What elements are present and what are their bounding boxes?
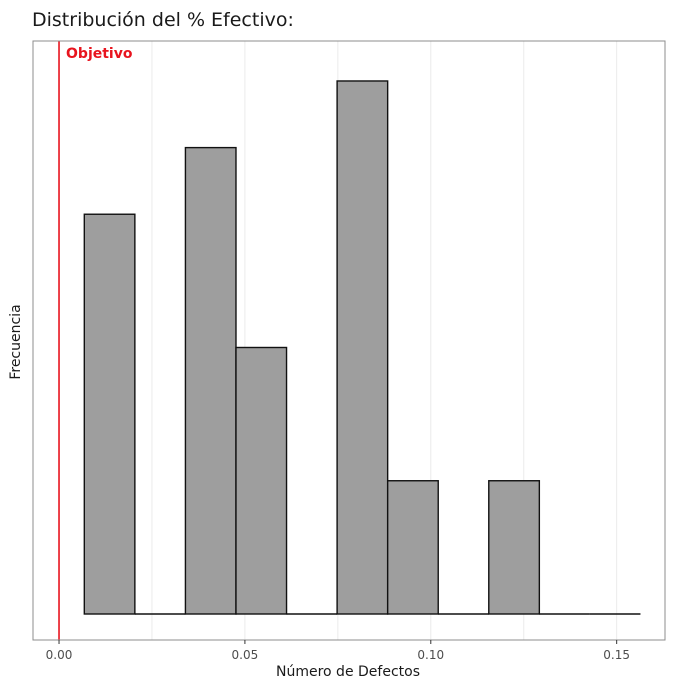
x-tick-label: 0.00 (46, 648, 73, 662)
histogram-bar (235, 346, 288, 615)
histogram-bars (83, 80, 641, 615)
histogram-bar (386, 480, 439, 615)
histogram-bar (184, 146, 237, 615)
histogram-bar (336, 80, 389, 615)
x-axis-label: Número de Defectos (276, 664, 420, 680)
histogram-bar (488, 480, 541, 615)
panel-border (32, 40, 666, 641)
x-tick-label: 0.15 (603, 648, 630, 662)
target-marker: Objetivo (58, 41, 133, 640)
y-axis-label: Frecuencia (8, 304, 24, 380)
target-label: Objetivo (66, 46, 133, 62)
x-tick-label: 0.05 (232, 648, 259, 662)
x-axis-ticks: 0.00 0.05 0.10 0.15 (46, 640, 630, 662)
x-tick-label: 0.10 (417, 648, 444, 662)
histogram-bar (83, 213, 136, 615)
chart-title: Distribución del % Efectivo: (32, 9, 294, 31)
